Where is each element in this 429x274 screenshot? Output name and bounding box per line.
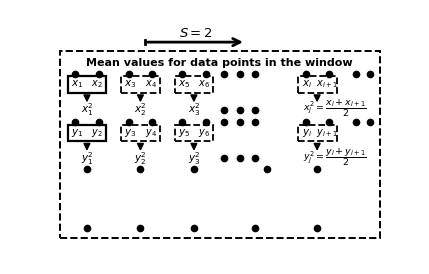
Text: $x_3^2$: $x_3^2$ (187, 101, 200, 118)
Text: $y_3^2$: $y_3^2$ (187, 150, 200, 167)
Text: $x_j^2 = \dfrac{x_i + x_{i+1}}{2}$: $x_j^2 = \dfrac{x_i + x_{i+1}}{2}$ (303, 98, 367, 119)
Text: $x_6$: $x_6$ (198, 79, 210, 90)
Text: Mean values for data points in the window: Mean values for data points in the windo… (86, 58, 353, 67)
Bar (68, 76, 106, 93)
Text: $y_1^2$: $y_1^2$ (81, 150, 94, 167)
Text: $x_1^2$: $x_1^2$ (81, 101, 94, 118)
Text: $x_i$: $x_i$ (302, 79, 312, 90)
Text: $y_3$: $y_3$ (124, 127, 136, 139)
Text: $x_3$: $x_3$ (124, 79, 136, 90)
Bar (121, 124, 160, 141)
Text: $y_1$: $y_1$ (71, 127, 83, 139)
Text: $y_j^2 = \dfrac{y_i + y_{i+1}}{2}$: $y_j^2 = \dfrac{y_i + y_{i+1}}{2}$ (303, 146, 367, 168)
Bar (175, 124, 213, 141)
Bar (298, 76, 336, 93)
Text: $x_{i+1}$: $x_{i+1}$ (316, 79, 338, 90)
Text: $x_5$: $x_5$ (178, 79, 190, 90)
Text: $S = 2$: $S = 2$ (178, 27, 212, 40)
Text: $x_2$: $x_2$ (91, 79, 103, 90)
Bar (175, 76, 213, 93)
Text: $y_2$: $y_2$ (91, 127, 103, 139)
Bar (68, 124, 106, 141)
Text: $y_i$: $y_i$ (302, 127, 312, 139)
Text: $x_4$: $x_4$ (145, 79, 157, 90)
Text: $y_2^2$: $y_2^2$ (134, 150, 147, 167)
Text: $y_{i+1}$: $y_{i+1}$ (316, 127, 338, 139)
Text: $x_1$: $x_1$ (71, 79, 83, 90)
Text: $y_6$: $y_6$ (198, 127, 210, 139)
Bar (298, 124, 336, 141)
Bar (60, 51, 380, 238)
Text: $y_5$: $y_5$ (178, 127, 190, 139)
Text: $y_4$: $y_4$ (145, 127, 157, 139)
Bar (121, 76, 160, 93)
Text: $x_2^2$: $x_2^2$ (134, 101, 147, 118)
